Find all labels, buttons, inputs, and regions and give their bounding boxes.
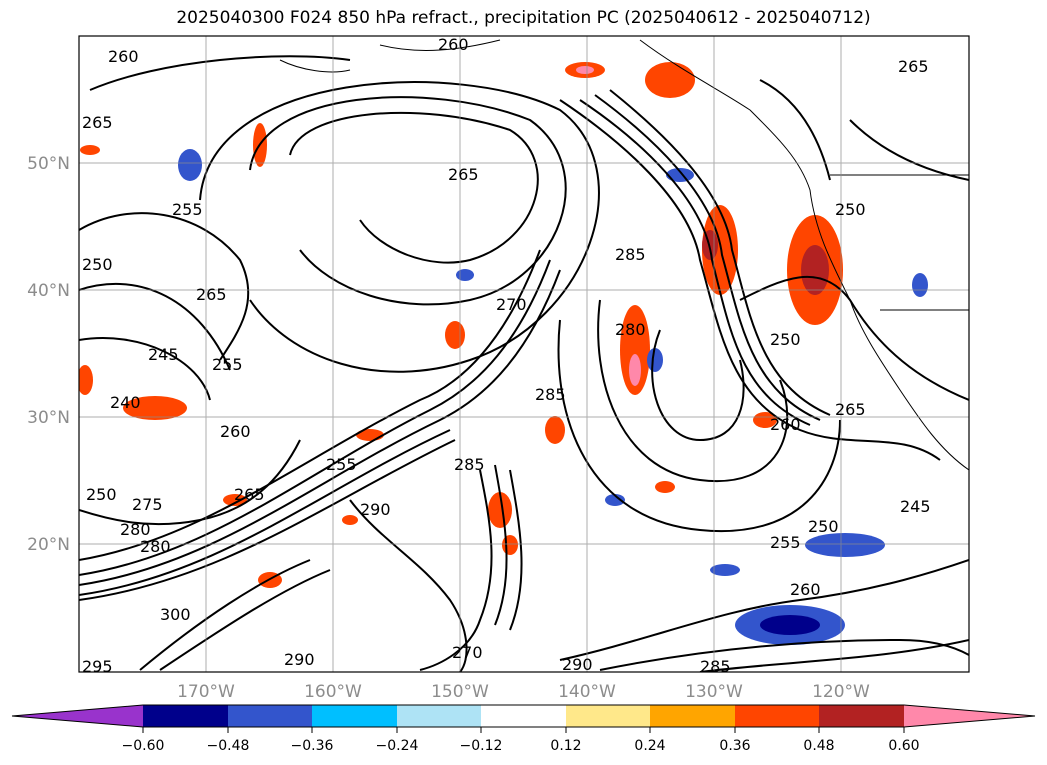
lon-label-120w: 120°W [812, 682, 870, 702]
precip-shading [79, 62, 928, 645]
lon-label-160w: 160°W [304, 682, 362, 702]
colorbar-extend-low [12, 705, 143, 727]
contour-labels: 260 265 255 265 260 265 250 265 245 255 … [82, 35, 931, 676]
contour-label: 260 [108, 47, 139, 66]
lat-label-30n: 30°N [27, 408, 70, 428]
colorbar-segment [481, 705, 566, 727]
latitude-labels: 50°N 40°N 30°N 20°N [27, 154, 70, 555]
colorbar-tick-label: −0.60 [122, 738, 165, 754]
contour-label: 285 [615, 245, 646, 264]
contour-label: 240 [110, 393, 141, 412]
lon-label-150w: 150°W [431, 682, 489, 702]
contour-label: 300 [160, 605, 191, 624]
contour-label: 250 [808, 517, 839, 536]
colorbar-tick-label: 0.12 [550, 738, 581, 754]
colorbar-segment [735, 705, 819, 727]
contour-label: 245 [900, 497, 931, 516]
colorbar-segment [143, 705, 228, 727]
colorbar-tick-label: 0.36 [719, 738, 750, 754]
contour-label: 265 [835, 400, 866, 419]
contour-label: 260 [770, 415, 801, 434]
contour-label: 250 [82, 255, 113, 274]
colorbar-tick-label: −0.24 [376, 738, 419, 754]
map-panel [79, 36, 969, 672]
contour-label: 280 [615, 320, 646, 339]
colorbar-tick-label: 0.48 [803, 738, 834, 754]
contour-label: 255 [172, 200, 203, 219]
colorbar-tick-label: −0.36 [291, 738, 334, 754]
contour-label: 290 [284, 650, 315, 669]
contour-label: 290 [562, 655, 593, 674]
colorbar-segment [397, 705, 481, 727]
contour-label: 260 [438, 35, 469, 54]
map-content: 260 265 255 265 260 265 250 265 245 255 … [79, 35, 969, 676]
contour-label: 285 [535, 385, 566, 404]
lon-label-170w: 170°W [177, 682, 235, 702]
colorbar-tick-label: −0.48 [207, 738, 250, 754]
contour-label: 245 [148, 345, 179, 364]
colorbar-segment [228, 705, 312, 727]
lat-label-50n: 50°N [27, 154, 70, 174]
colorbar-tick-label: 0.60 [888, 738, 919, 754]
colorbar-tick-label: 0.24 [634, 738, 665, 754]
longitude-labels: 170°W 160°W 150°W 140°W 130°W 120°W [177, 682, 870, 702]
colorbar-extend-high [904, 705, 1035, 727]
colorbar-tick-label: −0.12 [460, 738, 503, 754]
colorbar-segment [566, 705, 650, 727]
map-frame [78, 35, 970, 673]
contour-label: 260 [220, 422, 251, 441]
gridlines [79, 36, 969, 672]
colorbar-segment [650, 705, 735, 727]
contour-label: 250 [86, 485, 117, 504]
lat-label-40n: 40°N [27, 281, 70, 301]
contour-label: 280 [140, 537, 171, 556]
contour-label: 265 [82, 113, 113, 132]
map-title: 2025040300 F024 850 hPa refract., precip… [176, 8, 871, 28]
contour-label: 265 [234, 485, 265, 504]
contour-label: 270 [496, 295, 527, 314]
contour-label: 285 [700, 657, 731, 676]
contour-label: 265 [898, 57, 929, 76]
contour-label: 290 [360, 500, 391, 519]
colorbar: −0.60 −0.48 −0.36 −0.24 −0.12 0.12 0.24 … [11, 704, 1036, 754]
contour-label: 265 [448, 165, 479, 184]
contour-label: 255 [326, 455, 357, 474]
contour-label: 255 [770, 533, 801, 552]
contour-label: 260 [790, 580, 821, 599]
contour-label: 265 [196, 285, 227, 304]
contour-label: 280 [120, 520, 151, 539]
colorbar-segment [819, 705, 904, 727]
contour-label: 250 [770, 330, 801, 349]
lat-label-20n: 20°N [27, 535, 70, 555]
contour-label: 275 [132, 495, 163, 514]
lon-label-130w: 130°W [685, 682, 743, 702]
contour-label: 270 [452, 643, 483, 662]
lon-label-140w: 140°W [558, 682, 616, 702]
contour-label: 250 [835, 200, 866, 219]
contour-label: 285 [454, 455, 485, 474]
contour-label: 255 [212, 355, 243, 374]
coastlines [279, 39, 969, 471]
contour-label: 295 [82, 657, 113, 676]
colorbar-segment [312, 705, 397, 727]
